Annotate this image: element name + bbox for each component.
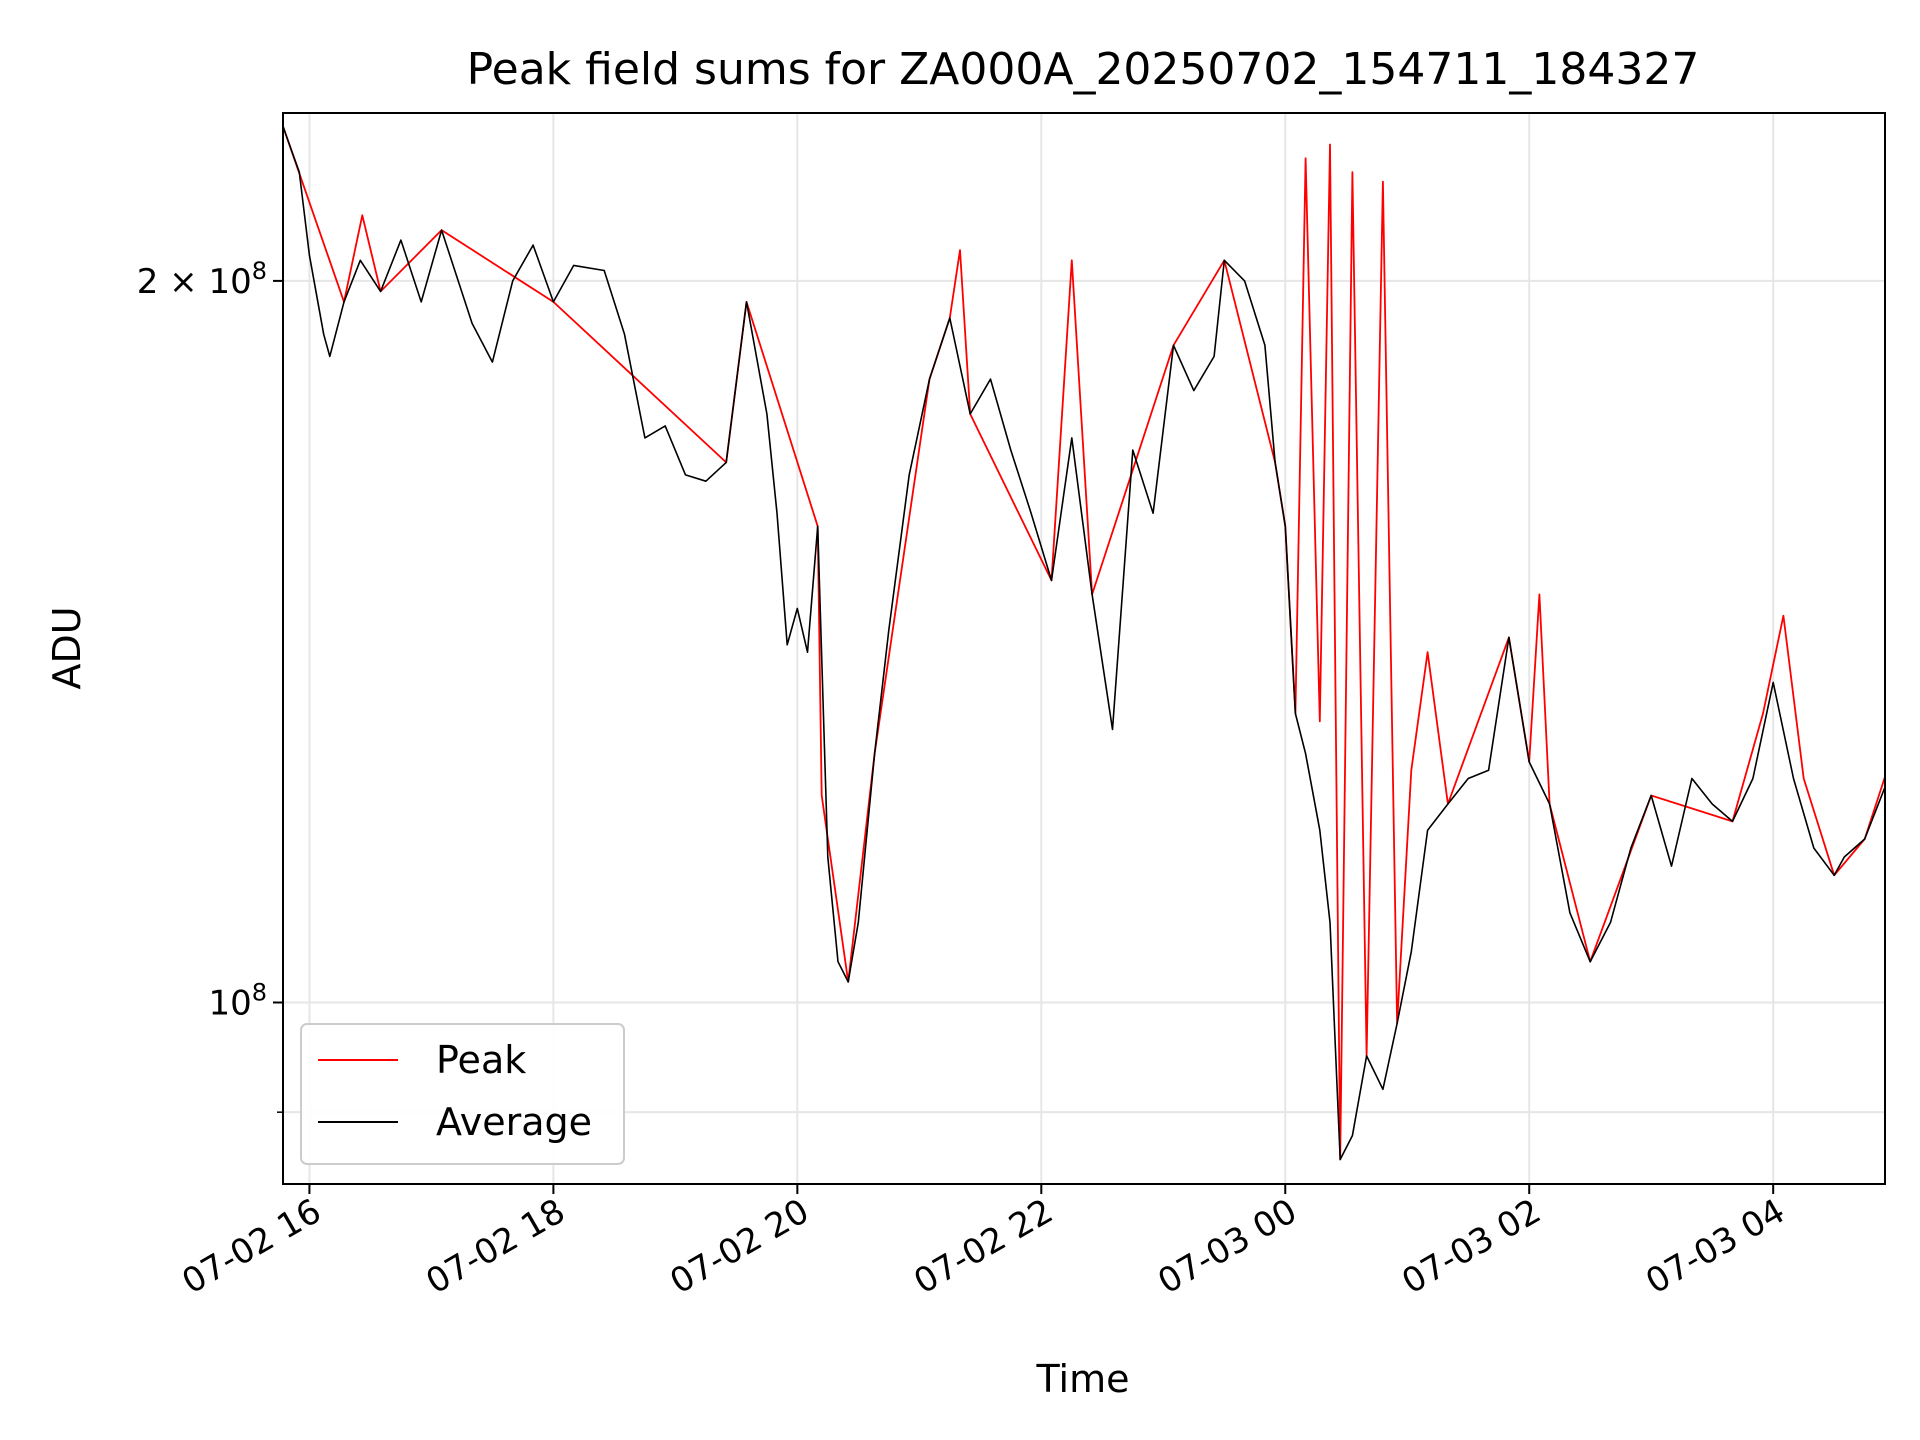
y-tick-label: 2 × 108 [137, 257, 267, 302]
chart-title: Peak field sums for ZA000A_20250702_1547… [467, 44, 1700, 95]
series-layer [283, 126, 1885, 1161]
series-line-average [283, 126, 1885, 1161]
axes-frame [282, 112, 1886, 1185]
legend: Peak Average [300, 1023, 625, 1165]
y-tick-label: 108 [208, 978, 267, 1023]
series-line-peak [283, 126, 1885, 1161]
y-axis: 108 2 × 108 [137, 257, 283, 1113]
legend-peak-label: Peak [436, 1038, 526, 1082]
legend-average-label: Average [436, 1100, 592, 1144]
grid [283, 113, 1885, 1184]
x-axis-label: Time [1036, 1357, 1130, 1401]
y-axis-label: ADU [45, 606, 89, 689]
